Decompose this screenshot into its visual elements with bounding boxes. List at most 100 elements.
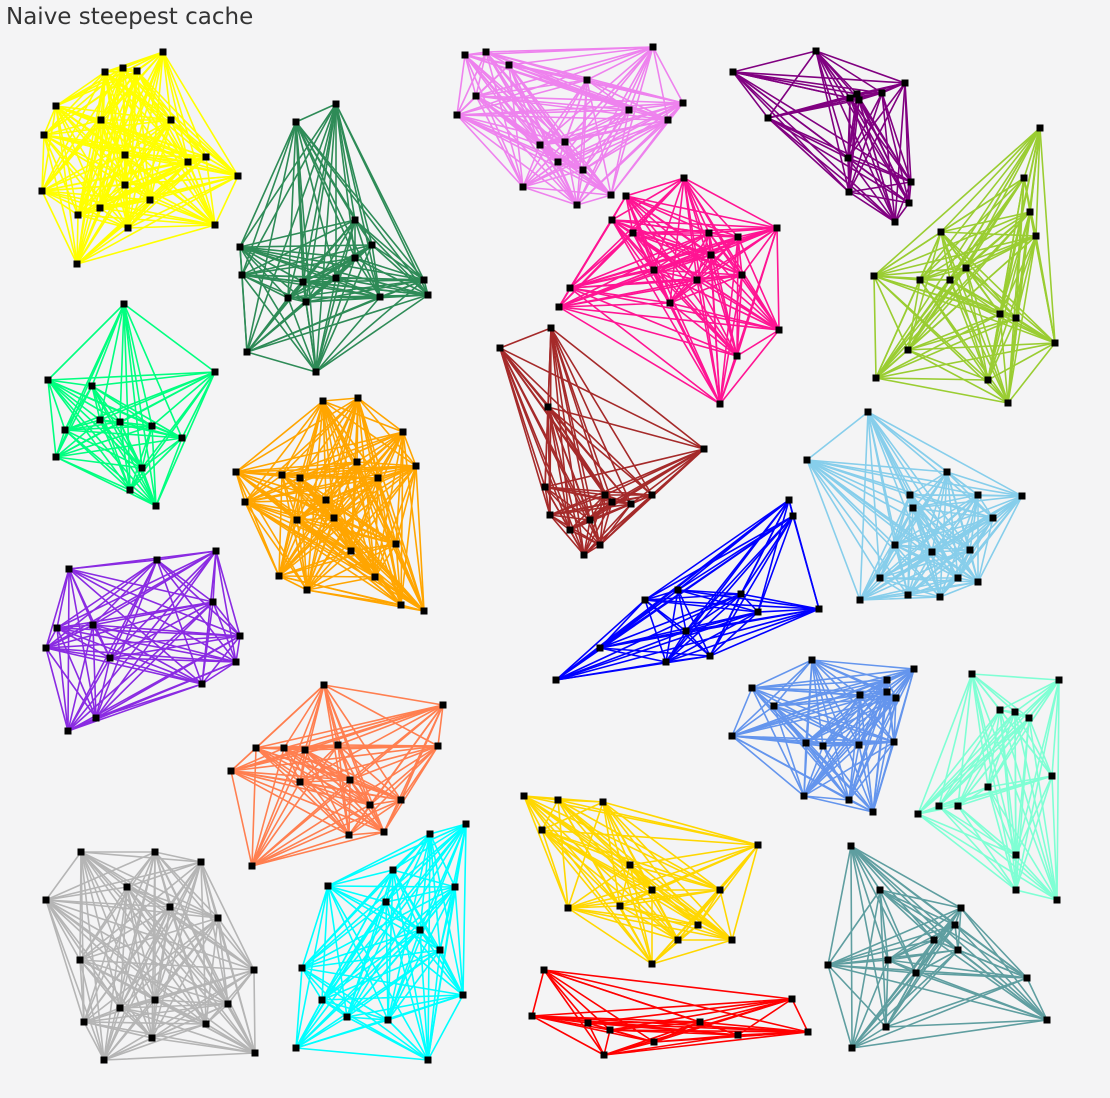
edge xyxy=(907,279,951,351)
edge xyxy=(848,92,883,193)
edge xyxy=(55,105,189,163)
cluster-springgreen-nodes xyxy=(44,300,219,510)
node xyxy=(73,260,81,268)
edge xyxy=(576,109,630,206)
edge xyxy=(295,929,421,1049)
edge xyxy=(850,845,962,909)
edge xyxy=(217,917,255,971)
edge xyxy=(377,477,425,612)
edge xyxy=(281,474,298,521)
edge xyxy=(815,50,850,193)
edge xyxy=(215,550,237,663)
node xyxy=(123,883,131,891)
edge xyxy=(940,231,989,381)
edge xyxy=(239,103,337,248)
edge xyxy=(557,799,679,941)
edge xyxy=(792,515,820,610)
edge xyxy=(124,119,172,186)
edge xyxy=(582,119,669,171)
edge xyxy=(736,227,778,357)
edge xyxy=(567,889,653,909)
edge xyxy=(541,829,569,909)
node xyxy=(738,271,746,279)
edge xyxy=(555,630,687,681)
page-title: Naive steepest cache xyxy=(6,4,254,30)
edge xyxy=(47,371,216,381)
node xyxy=(153,556,161,564)
edge xyxy=(244,501,352,552)
node xyxy=(296,474,304,482)
edge xyxy=(827,889,881,966)
node xyxy=(301,746,309,754)
edge xyxy=(767,50,817,119)
edge xyxy=(429,833,456,888)
edge xyxy=(103,886,128,1061)
node xyxy=(42,896,50,904)
edge xyxy=(235,400,324,473)
edge xyxy=(327,885,421,931)
node xyxy=(904,591,912,599)
edge xyxy=(549,514,585,556)
node xyxy=(564,904,572,912)
edge xyxy=(55,105,101,209)
edge xyxy=(699,1021,809,1033)
edge xyxy=(103,1007,121,1061)
edge xyxy=(76,207,101,265)
edge xyxy=(64,421,121,431)
edge xyxy=(872,741,895,813)
edge xyxy=(283,747,301,783)
edge xyxy=(847,92,883,159)
edge xyxy=(230,747,285,772)
edge xyxy=(315,277,337,373)
edge xyxy=(987,127,1041,381)
edge xyxy=(751,679,888,689)
edge xyxy=(43,134,79,216)
edge xyxy=(867,411,881,579)
edge xyxy=(278,575,376,578)
edge xyxy=(346,1016,429,1061)
node xyxy=(451,883,459,891)
edge xyxy=(92,550,217,626)
edge xyxy=(569,177,685,289)
edge xyxy=(549,514,591,521)
edge xyxy=(283,747,385,833)
edge xyxy=(333,477,379,519)
edge xyxy=(1007,317,1017,404)
edge xyxy=(653,177,685,271)
edge xyxy=(302,103,337,283)
edge xyxy=(244,465,417,503)
edge xyxy=(156,559,214,603)
edge xyxy=(665,630,687,663)
edge xyxy=(589,503,632,521)
edge xyxy=(557,799,721,891)
node xyxy=(424,1056,432,1064)
edge xyxy=(815,50,910,204)
edge xyxy=(392,869,429,1061)
node xyxy=(566,526,574,534)
edge xyxy=(550,327,653,496)
edge xyxy=(696,279,738,357)
edge xyxy=(858,697,897,746)
edge xyxy=(377,477,397,545)
edge xyxy=(77,199,151,216)
edge xyxy=(429,833,464,996)
edge xyxy=(644,599,667,663)
edge xyxy=(564,46,654,143)
cluster-seagreen-nodes xyxy=(236,100,432,376)
node xyxy=(916,276,924,284)
edge xyxy=(371,244,381,298)
edge xyxy=(583,501,613,556)
edge xyxy=(919,235,1037,281)
edge xyxy=(283,747,350,836)
node xyxy=(974,491,982,499)
node xyxy=(802,739,810,747)
node xyxy=(733,352,741,360)
edge xyxy=(567,907,679,941)
edge xyxy=(987,709,1001,788)
edge xyxy=(315,296,381,373)
edge xyxy=(136,51,164,72)
edge xyxy=(141,467,157,507)
node xyxy=(53,624,61,632)
edge xyxy=(806,459,881,579)
edge xyxy=(569,219,613,289)
